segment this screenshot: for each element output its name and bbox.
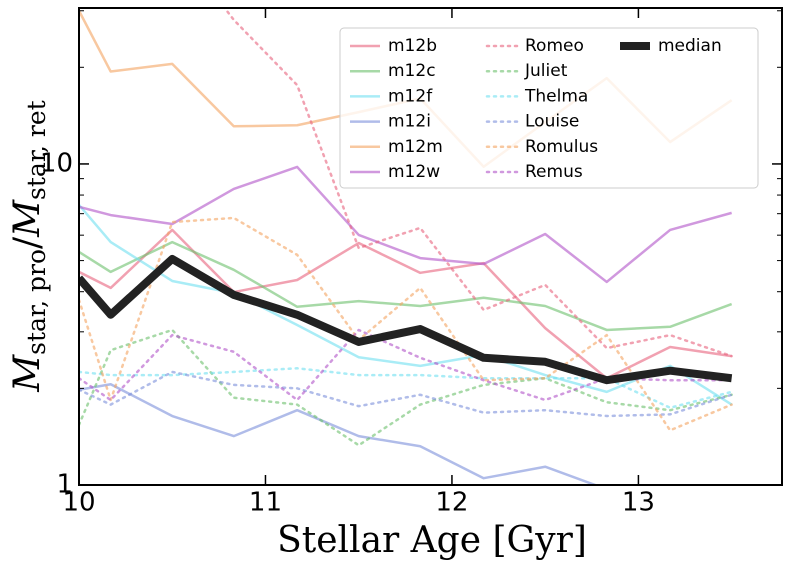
y-label-part: M [7, 354, 48, 393]
legend-label: m12m [388, 137, 443, 157]
series-line [79, 204, 733, 406]
legend-label: m12w [388, 162, 440, 182]
x-tick-label: 13 [622, 488, 655, 518]
x-tick-label: 12 [435, 488, 468, 518]
series-line [223, 8, 733, 358]
series-line [79, 382, 599, 485]
series-line [79, 216, 733, 432]
legend-label: m12c [388, 61, 436, 81]
series-line [79, 254, 733, 385]
series-line [79, 370, 733, 418]
y-label-part: star, pro [22, 249, 51, 355]
x-tick-label: 10 [62, 488, 95, 518]
legend-label: Remus [525, 162, 583, 182]
series-line [79, 165, 732, 284]
legend-box [339, 27, 759, 189]
legend-label: Romulus [525, 137, 598, 157]
series-line [79, 328, 733, 447]
y-axis-label: Mstar, pro/Mstar, ret [7, 100, 51, 392]
series-line [79, 240, 733, 332]
y-tick-label: 1 [56, 470, 73, 500]
legend-label: Louise [525, 112, 579, 132]
legend-label: m12i [388, 112, 431, 132]
legend-label: m12b [388, 36, 437, 56]
legend-label: Thelma [524, 86, 588, 106]
x-axis-label: Stellar Age [Gyr] [277, 520, 587, 561]
legend-label: Juliet [524, 61, 568, 81]
plot-frame [78, 7, 783, 486]
legend-label: median [658, 36, 722, 56]
y-label-part: M [7, 199, 48, 238]
series-line [79, 367, 733, 410]
y-label-part: / [7, 236, 48, 249]
y-tick-label: 10 [40, 148, 73, 178]
legend-label: m12f [388, 86, 433, 106]
x-tick-label: 11 [249, 488, 282, 518]
y-label-part: star, ret [22, 100, 51, 200]
series-line [79, 228, 732, 380]
legend-label: Romeo [525, 36, 584, 56]
